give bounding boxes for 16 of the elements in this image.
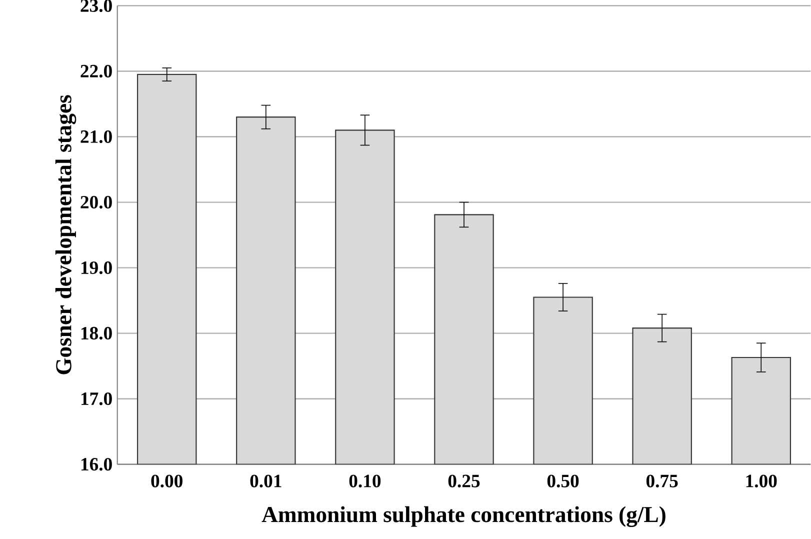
x-axis-title: Ammonium sulphate concentrations (g/L) — [262, 506, 666, 527]
y-tick-label: 20.0 — [80, 196, 112, 209]
y-tick-label: 22.0 — [80, 64, 112, 78]
x-tick-label: 0.01 — [250, 474, 282, 488]
y-tick-label: 17.0 — [81, 392, 112, 406]
x-tick-label: 0.25 — [448, 474, 480, 488]
y-tick-label: 18.0 — [81, 326, 112, 340]
y-axis-title: Gosner developmental stages — [55, 95, 76, 374]
x-tick-label: 1.00 — [746, 474, 777, 488]
y-tick-label: 16.0 — [81, 458, 112, 471]
y-tick-label: 21.0 — [80, 130, 112, 144]
x-tick-label: 0.10 — [349, 474, 381, 488]
y-tick-label: 19.0 — [81, 261, 112, 274]
x-tick-label: 0.50 — [547, 474, 579, 488]
x-tick-label: 0.75 — [646, 474, 678, 488]
x-tick-label: 0.00 — [151, 474, 182, 488]
